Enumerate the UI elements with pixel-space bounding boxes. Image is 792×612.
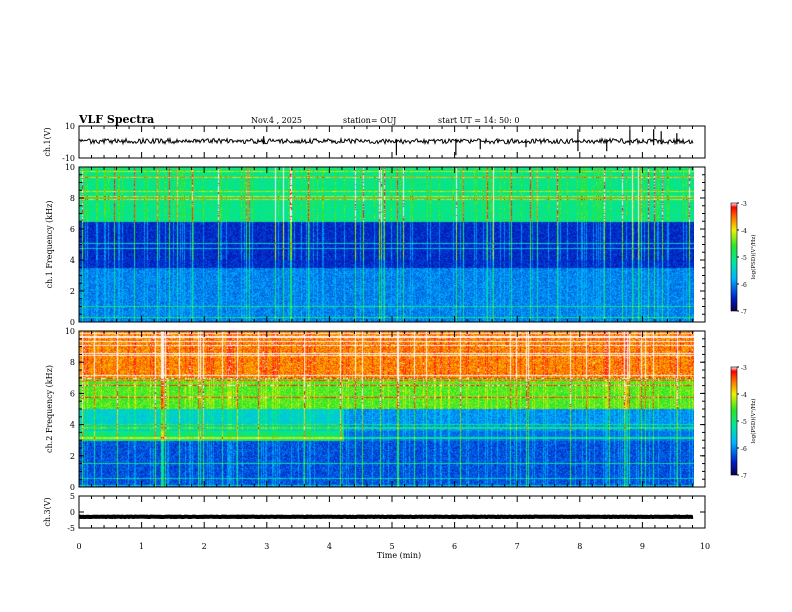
x-axis-label: Time (min) bbox=[377, 551, 421, 560]
y-axis-label-1: ch.1(V) bbox=[43, 127, 52, 156]
colorbar-tick-label: -3 bbox=[741, 201, 747, 208]
x-tick-label: 7 bbox=[515, 542, 520, 551]
y-tick-label: 4 bbox=[70, 256, 75, 265]
colorbar-tick-label: -4 bbox=[741, 228, 747, 235]
x-tick-label: 1 bbox=[139, 542, 144, 551]
figure-title: VLF Spectra bbox=[79, 113, 155, 126]
y-tick-label: 5 bbox=[70, 492, 75, 501]
colorbar-tick-label: -3 bbox=[741, 365, 747, 372]
colorbar-tick-label: -5 bbox=[741, 255, 747, 262]
y-tick-label: 10 bbox=[65, 122, 75, 131]
y-tick-label: 0 bbox=[70, 508, 75, 517]
colorbar-2 bbox=[730, 366, 738, 476]
y-tick-label: -5 bbox=[67, 524, 75, 533]
x-tick-label: 8 bbox=[577, 542, 582, 551]
y-tick-label: 10 bbox=[65, 163, 75, 172]
start-time-label: start UT = 14: 50: 0 bbox=[438, 116, 520, 125]
y-tick-label: 6 bbox=[70, 225, 75, 234]
y-tick-label: 10 bbox=[65, 327, 75, 336]
date-label: Nov.4 , 2025 bbox=[251, 116, 303, 125]
colorbar-tick-label: -7 bbox=[741, 473, 747, 480]
x-tick-label: 3 bbox=[264, 542, 269, 551]
y-tick-label: 8 bbox=[70, 194, 75, 203]
y-tick-label: 6 bbox=[70, 389, 75, 398]
y-tick-label: 0 bbox=[70, 318, 75, 327]
ch2-spectrogram-image bbox=[79, 331, 694, 487]
colorbar-tick-label: -5 bbox=[741, 419, 747, 426]
x-tick-label: 10 bbox=[700, 542, 710, 551]
x-tick-label: 9 bbox=[640, 542, 645, 551]
colorbar-tick-label: -4 bbox=[741, 392, 747, 399]
station-label: station= OUJ bbox=[343, 116, 397, 125]
y-axis-label-4: ch.3(V) bbox=[43, 497, 52, 526]
y-tick-label: 8 bbox=[70, 358, 75, 367]
colorbar-label-1: log(PSD)(V²/Hz) bbox=[750, 235, 757, 280]
x-tick-label: 4 bbox=[327, 542, 332, 551]
colorbar-1 bbox=[730, 202, 738, 312]
x-tick-label: 2 bbox=[202, 542, 207, 551]
x-tick-label: 0 bbox=[76, 542, 81, 551]
y-axis-label-3: ch.2 Frequency (kHz) bbox=[45, 365, 54, 453]
colorbar-tick-label: -6 bbox=[741, 282, 747, 289]
colorbar-label-2: log(PSD)(V²/Hz) bbox=[750, 399, 757, 444]
ch3-trace bbox=[78, 514, 694, 520]
ch1-trace bbox=[78, 136, 694, 146]
y-axis-label-2: ch.1 Frequency (kHz) bbox=[45, 201, 54, 289]
colorbar-tick-label: -7 bbox=[741, 309, 747, 316]
ch1-spectrogram-image bbox=[79, 167, 694, 322]
x-tick-label: 6 bbox=[452, 542, 457, 551]
y-tick-label: 4 bbox=[70, 421, 75, 430]
y-tick-label: -10 bbox=[62, 154, 75, 163]
x-tick-label: 5 bbox=[389, 542, 394, 551]
y-tick-label: 2 bbox=[70, 287, 75, 296]
y-tick-label: 0 bbox=[70, 483, 75, 492]
colorbar-tick-label: -6 bbox=[741, 446, 747, 453]
y-tick-label: 2 bbox=[70, 452, 75, 461]
